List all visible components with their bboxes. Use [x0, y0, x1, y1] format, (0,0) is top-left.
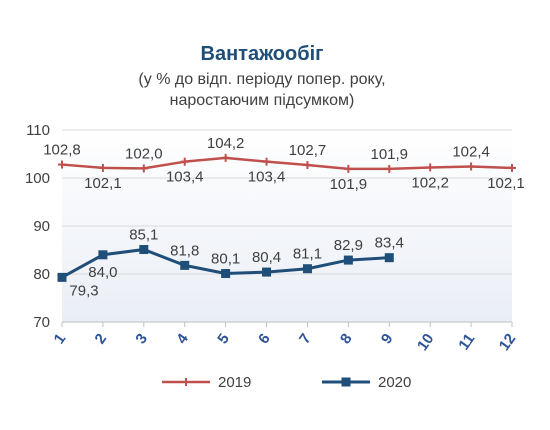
- data-label-2019-1: 102,8: [43, 142, 81, 159]
- y-axis-ticks: 70 80 90 100 110: [25, 122, 50, 331]
- y-tick-label-100: 100: [25, 170, 50, 187]
- x-tick-label-8: 8: [337, 331, 356, 348]
- data-label-2019-5: 104,2: [207, 135, 245, 152]
- data-label-2020-1: 79,3: [69, 282, 98, 299]
- data-label-2019-6: 103,4: [248, 169, 286, 186]
- chart-subtitle-line-1: (у % до відп. періоду попер. року,: [138, 71, 385, 88]
- point-2019-4: [180, 157, 189, 166]
- chart-subtitle-line-2: наростаючим підсумком): [170, 92, 355, 109]
- data-label-2019-4: 103,4: [166, 169, 204, 186]
- legend-marker-2019: [182, 378, 190, 386]
- legend: 2019 2020: [162, 374, 411, 391]
- data-label-2020-5: 80,1: [211, 251, 240, 268]
- data-label-2019-8: 101,9: [330, 176, 368, 193]
- x-tick-label-3: 3: [132, 331, 151, 348]
- x-tick-label-10: 10: [414, 331, 437, 354]
- x-tick-label-6: 6: [255, 331, 274, 348]
- x-tick-label-7: 7: [296, 331, 315, 348]
- y-tick-label-70: 70: [33, 314, 50, 331]
- data-label-2019-9: 101,9: [370, 146, 408, 163]
- data-labels: 102,8102,1102,0103,4104,2103,4102,7101,9…: [43, 135, 525, 300]
- data-label-2019-7: 102,7: [289, 142, 327, 159]
- series-group: [57, 153, 516, 282]
- point-2019-7: [303, 161, 312, 170]
- x-tick-label-2: 2: [91, 331, 110, 348]
- data-label-2020-9: 83,4: [375, 235, 404, 252]
- point-2020-2: [98, 250, 108, 260]
- point-2020-7: [302, 264, 312, 274]
- data-label-2019-11: 102,4: [452, 143, 490, 160]
- point-2020-5: [221, 269, 231, 279]
- series-line-2019: [61, 156, 513, 171]
- point-2020-9: [384, 253, 394, 263]
- data-label-2020-2: 84,0: [88, 264, 117, 281]
- point-2020-8: [343, 255, 353, 265]
- point-2019-5: [221, 153, 230, 162]
- x-tick-label-12: 12: [496, 331, 519, 354]
- point-2020-6: [262, 267, 272, 277]
- data-label-2020-6: 80,4: [252, 249, 281, 266]
- point-2019-8: [344, 164, 353, 173]
- data-label-2019-2: 102,1: [84, 175, 122, 192]
- legend-marker-2020: [341, 377, 351, 387]
- y-tick-label-80: 80: [33, 266, 50, 283]
- point-2019-12: [508, 163, 516, 172]
- y-tick-label-90: 90: [33, 218, 50, 235]
- point-2020-3: [139, 245, 149, 255]
- x-tick-label-9: 9: [378, 331, 397, 348]
- legend-label-2019: 2019: [218, 374, 251, 391]
- data-label-2019-10: 102,2: [411, 174, 449, 191]
- data-label-2019-3: 102,0: [125, 145, 163, 162]
- x-axis: 1 2 3 4 5 6 7 8 9 10 11 12: [51, 321, 519, 354]
- data-label-2020-8: 82,9: [334, 237, 363, 254]
- data-label-2019-12: 102,1: [487, 175, 525, 192]
- x-tick-label-5: 5: [214, 331, 233, 348]
- point-2020-1: [57, 272, 67, 282]
- chart-title: Вантажообіг: [201, 43, 324, 65]
- point-2019-10: [426, 163, 435, 172]
- data-label-2020-4: 81,8: [170, 242, 199, 259]
- point-2019-3: [139, 164, 148, 173]
- x-tick-label-4: 4: [173, 330, 192, 347]
- point-2020-4: [180, 260, 190, 270]
- x-tick-label-11: 11: [455, 331, 478, 354]
- data-label-2020-7: 81,1: [293, 246, 322, 263]
- data-label-2020-3: 85,1: [129, 227, 158, 244]
- point-2019-9: [385, 164, 394, 173]
- point-2019-2: [98, 163, 107, 172]
- legend-label-2020: 2020: [378, 374, 411, 391]
- point-2019-6: [262, 157, 271, 166]
- point-2019-1: [58, 160, 66, 169]
- y-tick-label-110: 110: [26, 122, 50, 139]
- point-2019-11: [467, 162, 476, 171]
- x-tick-label-1: 1: [51, 331, 70, 348]
